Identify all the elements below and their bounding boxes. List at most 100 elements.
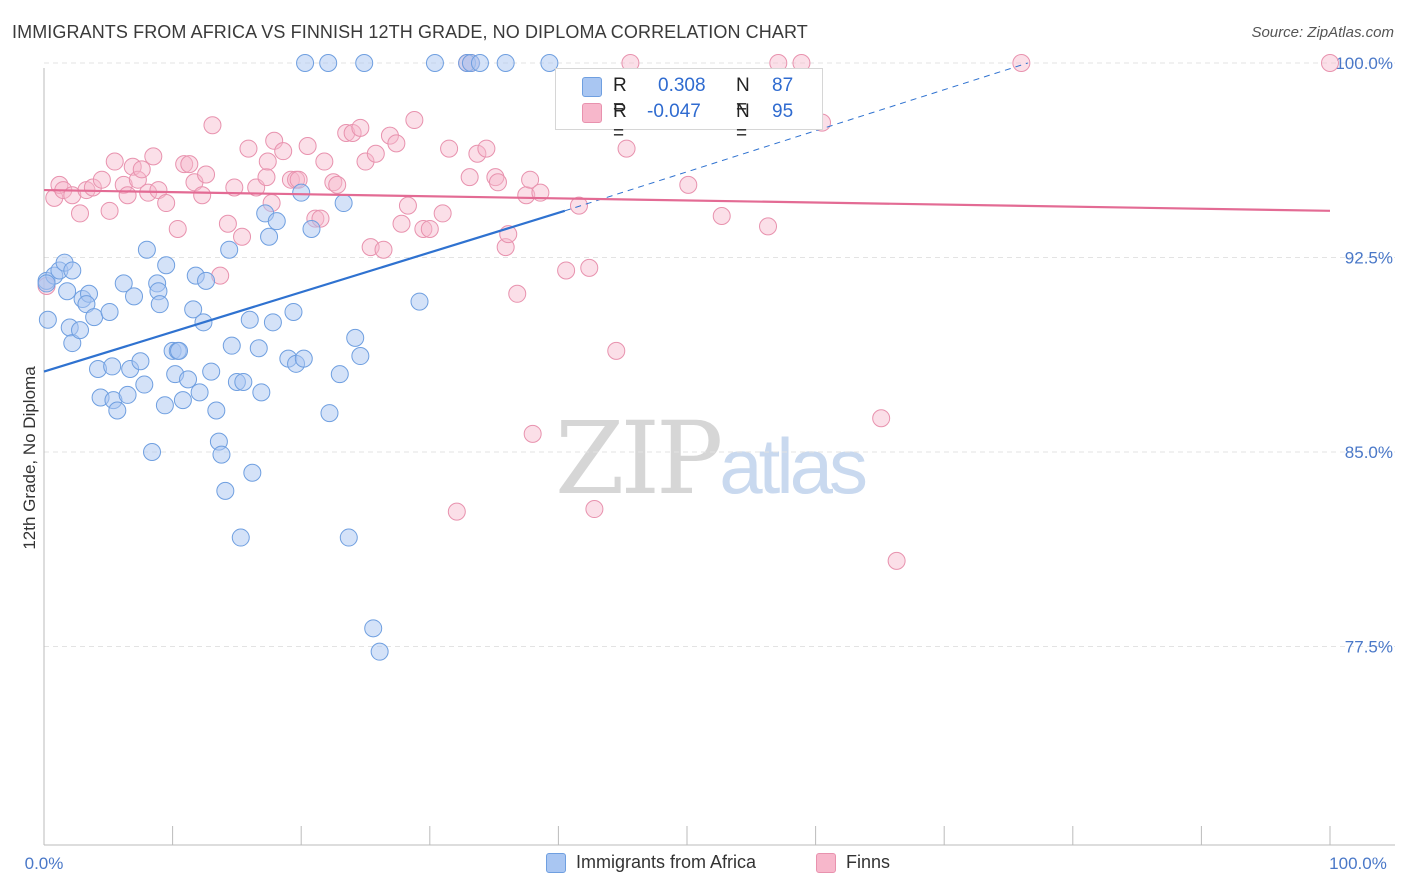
r-label: R =	[613, 101, 627, 144]
africa-point	[179, 370, 198, 389]
finns-point	[180, 155, 199, 174]
finns-point	[233, 227, 252, 246]
africa-point	[85, 308, 104, 327]
x-tick-label: 0.0%	[25, 854, 64, 873]
finns-point	[712, 207, 731, 225]
finns-point	[328, 175, 347, 194]
y-tick-labels: 77.5% 85.0% 92.5% 100.0%	[1335, 54, 1393, 656]
finns-point	[71, 204, 90, 223]
africa-point	[135, 375, 154, 394]
finns-point	[197, 165, 216, 184]
n-value: 95	[772, 101, 794, 122]
africa-point	[243, 463, 262, 482]
correlation-legend: R = 0.308 N = 87 R = -0.047 N = 95	[555, 68, 823, 144]
africa-point	[71, 321, 90, 340]
gridlines	[44, 62, 1395, 647]
n-label: N =	[736, 75, 750, 118]
africa-trend-line	[43, 209, 566, 373]
finns-point	[569, 196, 588, 215]
finns-point	[488, 173, 507, 192]
africa-point	[38, 310, 57, 329]
r-value: 0.308	[658, 75, 706, 96]
finns-swatch	[582, 103, 602, 123]
finns-point	[92, 170, 111, 189]
r-label: R =	[613, 75, 627, 118]
africa-points	[37, 54, 559, 661]
africa-point	[330, 365, 349, 384]
africa-point	[302, 219, 321, 238]
africa-point	[207, 401, 226, 420]
africa-point	[216, 481, 235, 500]
africa-point	[334, 194, 353, 213]
watermark-atlas: atlas	[719, 422, 868, 510]
africa-point	[252, 383, 271, 402]
finns-point	[281, 170, 300, 189]
y-tick-label: 85.0%	[1345, 443, 1393, 462]
africa-point	[131, 352, 150, 371]
finns-point	[315, 152, 334, 171]
watermark: ZIPatlas	[555, 400, 868, 517]
y-axis-title: 12th Grade, No Diploma	[20, 366, 39, 550]
finns-point	[356, 152, 375, 171]
africa-trend-extension	[564, 62, 1028, 212]
africa-point	[37, 274, 56, 293]
finns-point	[617, 139, 636, 158]
africa-point	[231, 528, 250, 547]
finns-point	[392, 214, 411, 233]
africa-point	[137, 240, 156, 259]
africa-point	[108, 401, 127, 420]
finns-point	[114, 175, 133, 194]
finns-point	[679, 175, 698, 194]
finns-point	[257, 168, 276, 187]
x-tick-labels: 0.0% 100.0%	[25, 854, 1387, 873]
x-tick-label: 100.0%	[1329, 854, 1387, 873]
finns-point	[175, 155, 194, 174]
africa-point	[410, 292, 429, 311]
watermark-zip: ZIP	[555, 400, 723, 517]
finns-point	[585, 500, 604, 519]
africa-point	[220, 240, 239, 259]
africa-point	[58, 282, 77, 301]
finns-point	[144, 147, 163, 166]
finns-point	[374, 240, 393, 259]
y-tick-label: 92.5%	[1345, 248, 1393, 267]
africa-point	[355, 54, 374, 72]
n-value: 87	[772, 75, 794, 96]
africa-point	[150, 295, 169, 314]
r-value: -0.047	[647, 101, 701, 122]
finns-point	[100, 201, 119, 220]
source-label: Source: ZipAtlas.com	[1251, 24, 1394, 41]
africa-point	[155, 396, 174, 415]
africa-point	[125, 287, 144, 306]
finns-point	[440, 139, 459, 158]
africa-point	[351, 347, 370, 366]
finns-point	[468, 144, 487, 163]
finns-point	[477, 139, 496, 158]
finns-point	[557, 261, 576, 280]
africa-point	[267, 212, 286, 231]
africa-point	[103, 357, 122, 376]
africa-point	[114, 274, 133, 293]
finns-point	[508, 284, 527, 303]
africa-point	[170, 341, 189, 360]
africa-point	[249, 339, 268, 358]
africa-point	[294, 349, 313, 368]
africa-point	[240, 310, 259, 329]
finns-point	[521, 170, 540, 189]
africa-legend-label: Immigrants from Africa	[576, 852, 757, 872]
finns-point	[337, 124, 356, 143]
africa-point	[260, 227, 279, 246]
africa-swatch	[582, 77, 602, 97]
africa-point	[370, 642, 389, 661]
africa-point	[425, 54, 444, 72]
finns-point	[523, 424, 542, 443]
n-label: N =	[736, 101, 750, 144]
africa-point	[202, 362, 221, 381]
finns-point	[580, 258, 599, 277]
africa-point	[540, 54, 559, 72]
finns-point	[168, 219, 187, 238]
finns-point	[486, 168, 505, 187]
finns-point	[887, 551, 906, 570]
africa-point	[212, 445, 231, 464]
africa-point	[157, 256, 176, 275]
